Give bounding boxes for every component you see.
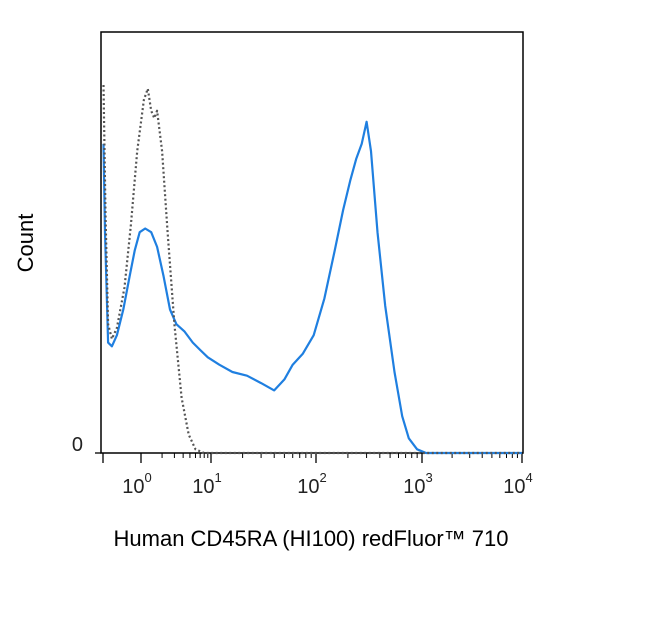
control-histogram-line: [102, 84, 522, 455]
x-axis-title: Human CD45RA (HI100) redFluor™ 710: [114, 526, 509, 551]
x-tick-label: 100: [122, 470, 151, 498]
x-major-ticks: [102, 453, 523, 463]
series-layer: [102, 84, 522, 455]
stained-histogram-line: [102, 120, 522, 455]
y-tick-labels: 0: [72, 434, 101, 456]
x-tick-label: 102: [297, 470, 326, 498]
plot-frame: [100, 31, 524, 454]
x-tick-label: 101: [192, 470, 221, 498]
x-tick-labels: 100 101 102 103 104: [122, 470, 532, 498]
x-tick-label: 103: [403, 470, 432, 498]
y-tick-label: 0: [72, 434, 83, 456]
x-tick-label: 104: [503, 470, 532, 498]
y-axis-title: Count: [13, 214, 38, 273]
